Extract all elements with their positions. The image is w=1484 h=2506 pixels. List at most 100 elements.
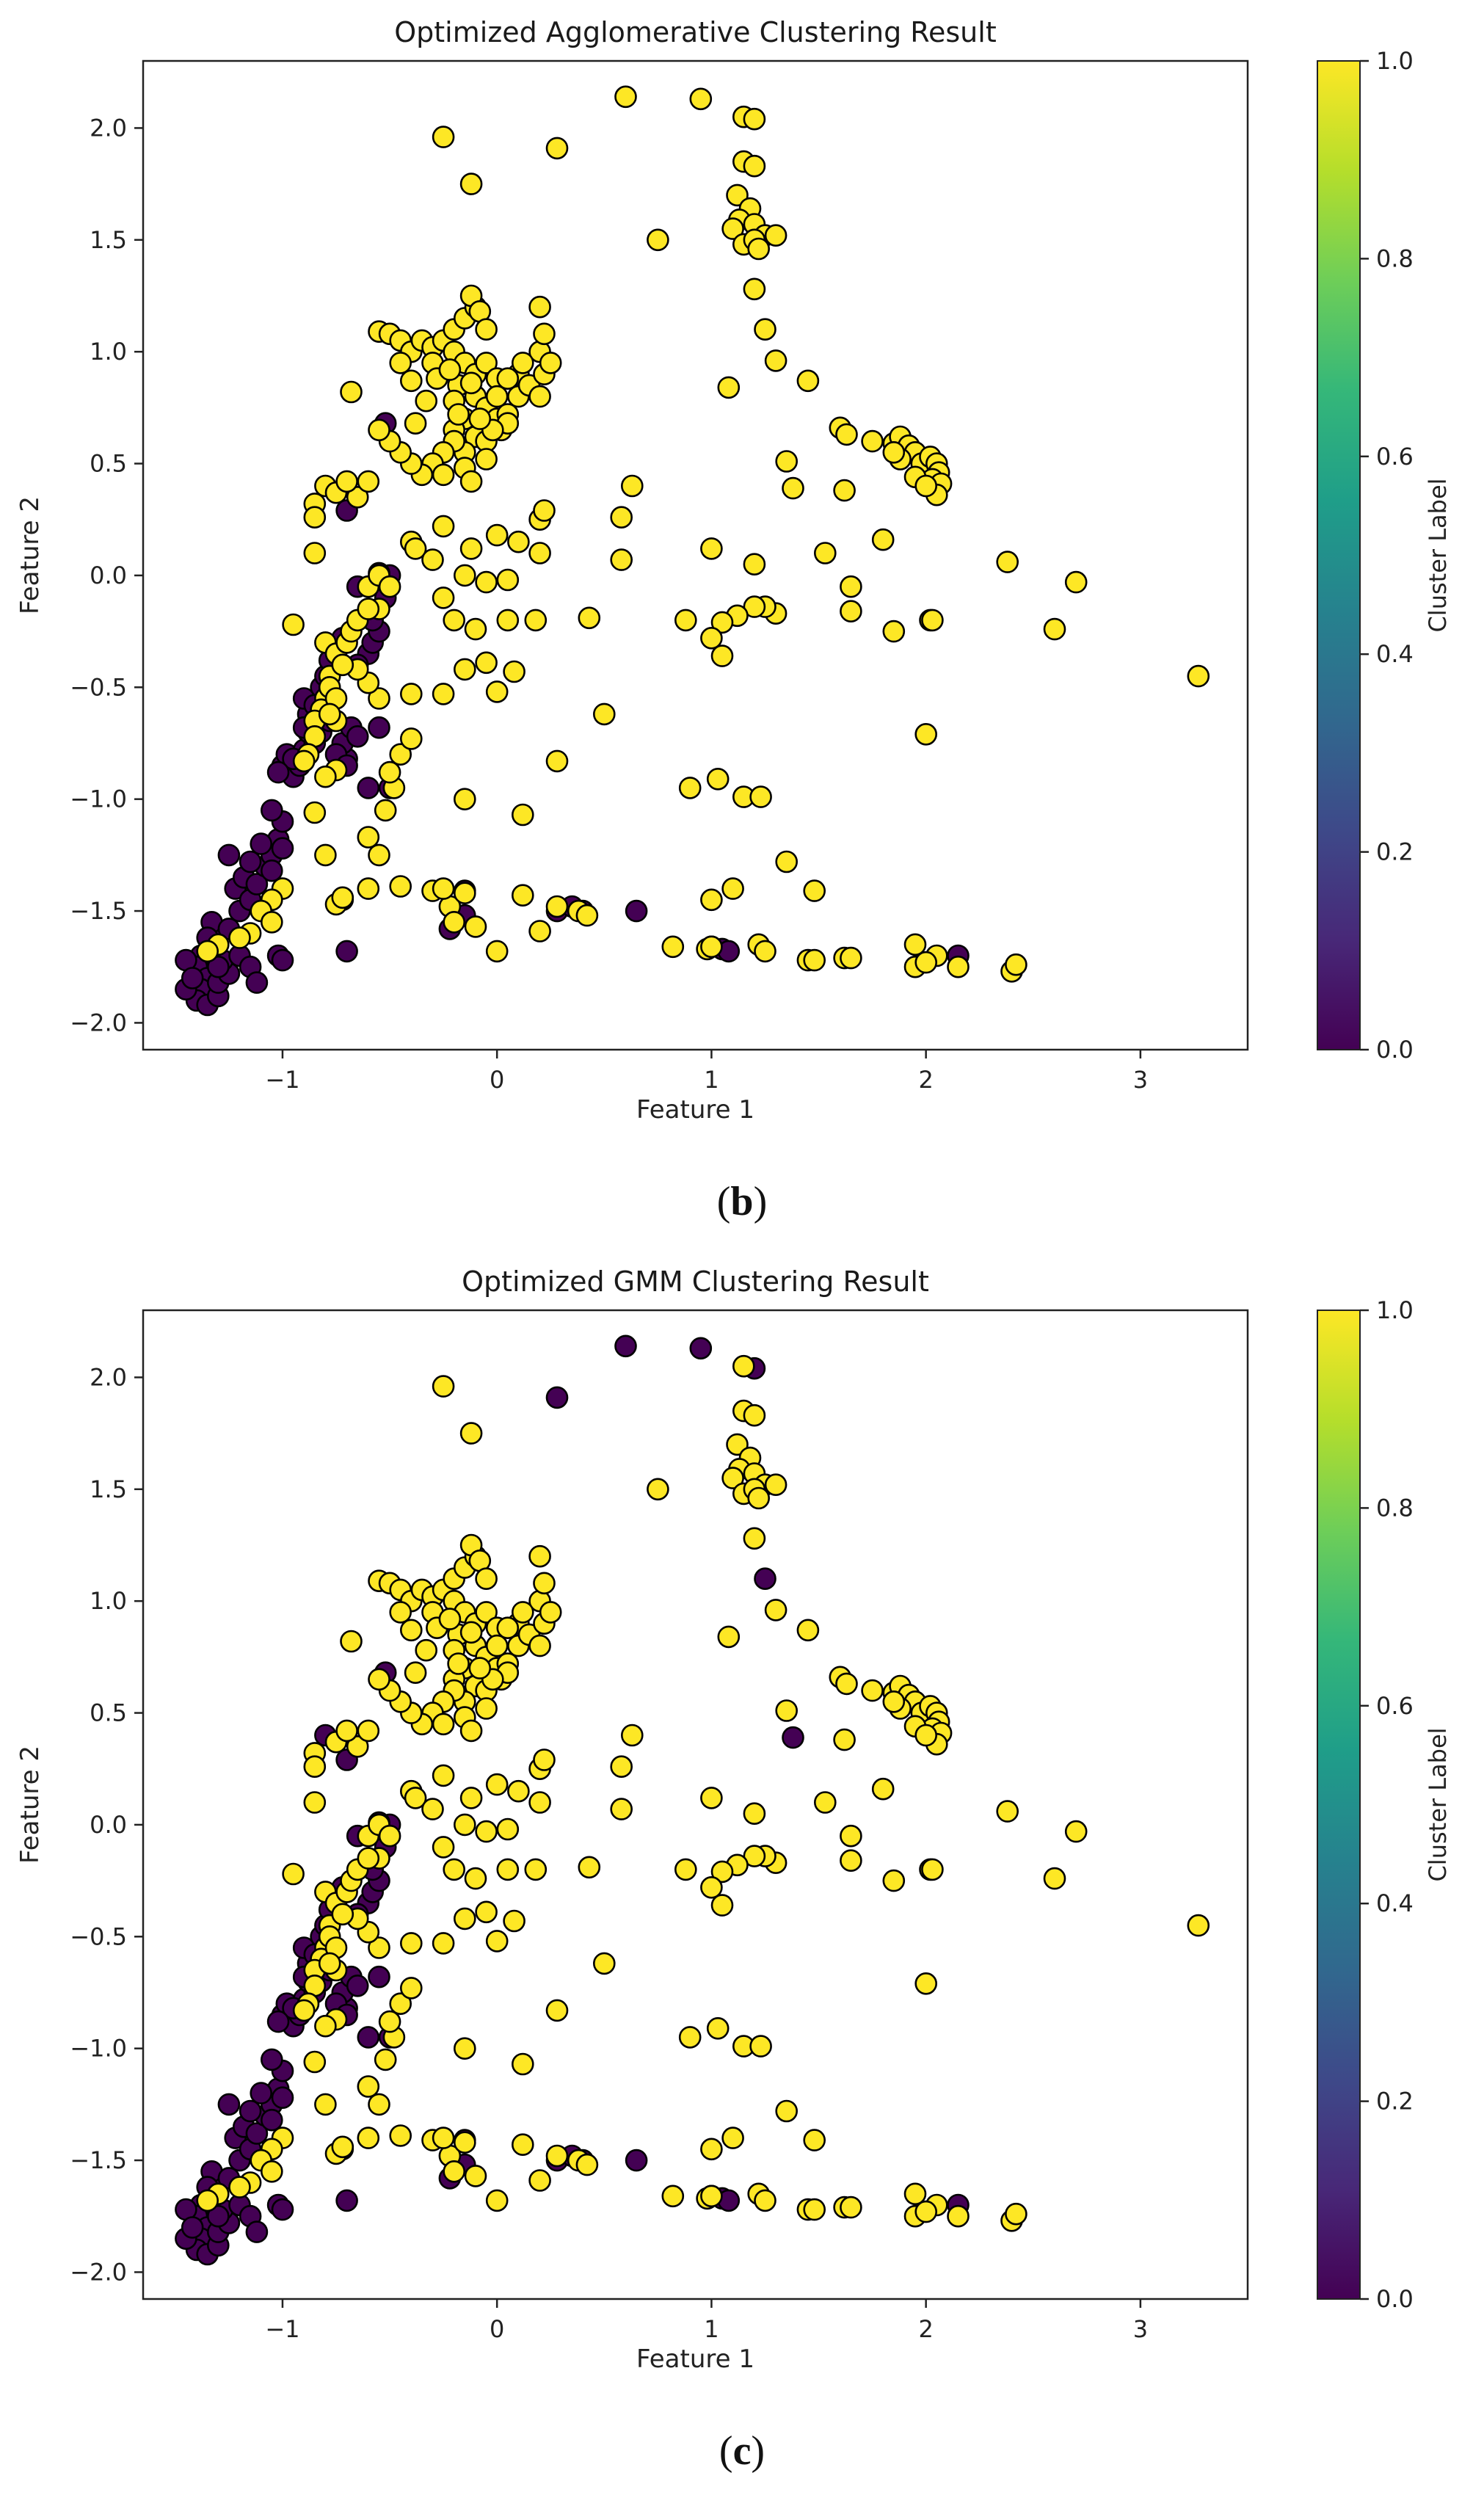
data-point: [399, 369, 423, 393]
data-point: [717, 1625, 741, 1649]
data-point: [206, 955, 230, 978]
data-point: [507, 1779, 530, 1803]
data-point: [459, 371, 483, 395]
data-point: [1043, 617, 1066, 641]
data-point: [496, 609, 520, 632]
data-point: [260, 2160, 283, 2183]
data-point: [464, 617, 487, 641]
data-point: [533, 1572, 556, 1595]
data-point: [303, 506, 327, 529]
data-point: [292, 749, 316, 773]
data-point: [453, 564, 476, 587]
data-point: [835, 1672, 858, 1696]
data-point: [404, 412, 427, 435]
data-point: [485, 940, 509, 963]
y-tick-label: 2.0: [90, 114, 127, 142]
data-point: [314, 843, 337, 867]
data-point: [528, 385, 551, 408]
panel-label-part: (: [719, 2428, 733, 2474]
data-point: [882, 620, 906, 643]
data-point: [710, 644, 734, 667]
data-point: [239, 850, 262, 874]
data-point: [217, 2093, 241, 2116]
data-point: [782, 1726, 804, 1749]
data-point: [524, 609, 548, 632]
data-point: [421, 1798, 444, 1820]
data-point: [475, 318, 498, 341]
data-point: [271, 837, 294, 860]
data-point: [914, 2200, 937, 2223]
data-point: [459, 470, 483, 493]
data-point: [368, 418, 390, 442]
data-point: [803, 2129, 826, 2151]
data-point: [432, 1375, 455, 1398]
plot-area: [142, 1309, 1249, 2300]
data-point: [754, 318, 776, 341]
data-point: [721, 2127, 744, 2149]
data-point: [443, 911, 466, 934]
data-point: [743, 1403, 766, 1427]
y-tick-label: 1.5: [90, 226, 127, 254]
data-point: [374, 799, 397, 822]
data-point: [468, 407, 492, 430]
data-point: [592, 702, 616, 726]
data-point: [314, 765, 337, 788]
data-point: [625, 899, 648, 923]
data-point: [206, 2204, 230, 2228]
data-point: [475, 1697, 498, 1720]
data-point: [404, 537, 427, 560]
data-point: [282, 1862, 305, 1886]
data-point: [250, 832, 273, 855]
data-point: [318, 1952, 341, 1975]
x-tick-label: −1: [265, 2315, 299, 2343]
data-point: [399, 727, 423, 750]
data-point: [217, 843, 241, 867]
y-tick-label: −0.5: [70, 1922, 127, 1950]
data-point: [840, 575, 862, 598]
data-point: [346, 485, 369, 509]
x-tick-label: 1: [704, 2315, 719, 2343]
data-point: [368, 843, 390, 867]
data-point: [947, 2204, 970, 2228]
data-point: [796, 1619, 820, 1642]
data-point: [528, 542, 551, 564]
data-point: [485, 385, 509, 408]
data-point: [239, 2099, 262, 2123]
data-point: [732, 1354, 755, 1378]
data-point: [475, 1900, 498, 1924]
data-point: [914, 722, 937, 746]
data-point: [357, 2075, 380, 2098]
data-point: [511, 884, 534, 907]
data-point: [399, 1619, 423, 1642]
data-point: [260, 2048, 283, 2071]
y-tick-label: 2.0: [90, 1363, 127, 1391]
data-point: [357, 877, 380, 900]
data-point: [415, 389, 438, 413]
data-point: [743, 277, 766, 301]
data-point: [260, 911, 283, 934]
data-point: [459, 537, 483, 560]
data-point: [620, 1724, 644, 1747]
data-point: [303, 1755, 327, 1778]
panel-label: (b): [717, 1179, 767, 1224]
data-point: [511, 803, 534, 827]
data-point: [833, 479, 856, 502]
data-point: [1187, 664, 1210, 688]
data-point: [368, 1965, 390, 1989]
data-point: [464, 1867, 487, 1890]
data-point: [196, 2189, 219, 2212]
data-point: [840, 600, 862, 623]
data-point: [647, 228, 669, 252]
data-point: [764, 224, 788, 247]
data-point: [625, 2149, 648, 2172]
colorbar-tick-label: 0.6: [1376, 443, 1414, 471]
data-point: [914, 1972, 937, 1995]
x-tick-label: 3: [1133, 2315, 1148, 2343]
data-point: [357, 826, 380, 849]
x-tick-label: 0: [490, 2315, 504, 2343]
x-axis-label: Feature 1: [636, 1095, 754, 1125]
data-point: [539, 1601, 562, 1624]
data-point: [475, 352, 498, 374]
data-point: [464, 2165, 487, 2187]
data-point: [432, 1764, 455, 1787]
